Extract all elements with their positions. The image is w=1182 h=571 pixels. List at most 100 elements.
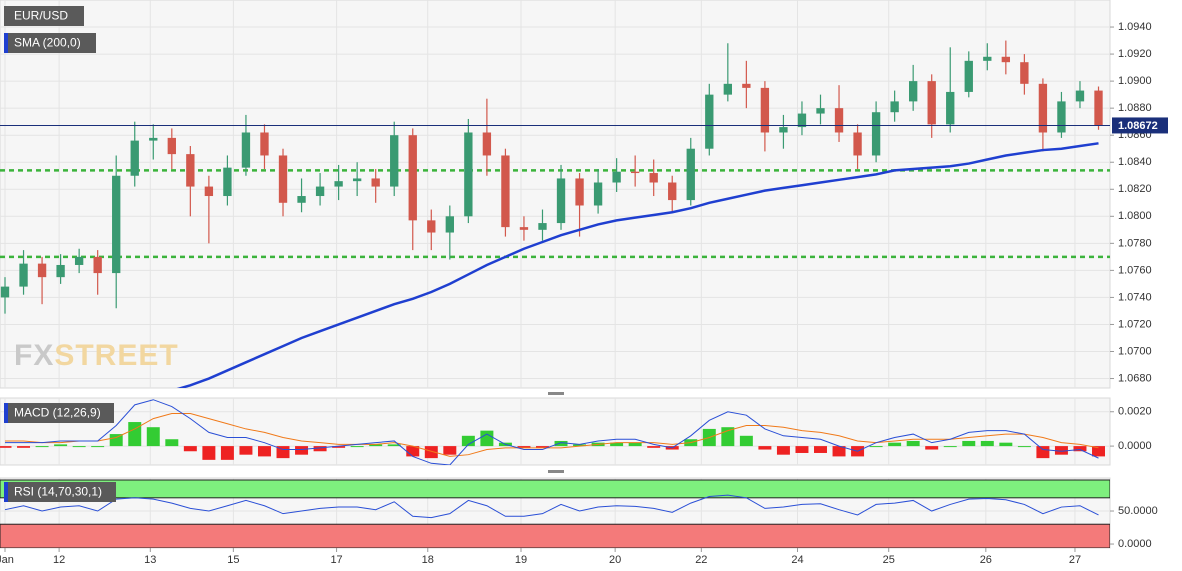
histogram-bar <box>202 446 216 460</box>
histogram-bar <box>536 446 549 448</box>
x-tick-label: 22 <box>695 554 707 566</box>
x-tick-label: 12 <box>53 554 65 566</box>
x-tick-label: 19 <box>515 554 527 566</box>
x-tick-label: 26 <box>980 554 992 566</box>
legend-swatch <box>4 482 8 502</box>
candle-body <box>853 132 862 156</box>
candle-body <box>927 81 936 125</box>
candle-body <box>37 263 47 278</box>
candle-body <box>742 83 751 88</box>
histogram-bar <box>758 446 772 450</box>
histogram-bar <box>962 440 976 447</box>
signal-line <box>5 412 1099 457</box>
candle-body <box>1057 101 1066 133</box>
panel-divider-handle[interactable] <box>548 392 564 395</box>
candle-body <box>871 112 881 156</box>
histogram-bar <box>350 446 364 448</box>
histogram-bar <box>443 446 457 455</box>
candle-body <box>315 186 325 197</box>
candle-body <box>149 137 158 141</box>
legend-box <box>4 482 116 502</box>
legend-price: EUR/USD SMA (200,0) MACD (12,26,9) RSI (… <box>4 6 116 502</box>
histogram-bar <box>257 446 271 457</box>
candle-body <box>501 155 510 228</box>
last-price-box <box>1112 117 1168 134</box>
candle-body <box>130 140 139 176</box>
watermark: FXSTREET <box>14 339 179 372</box>
histogram-bar <box>332 446 346 448</box>
histogram-bar <box>1054 446 1068 455</box>
y-tick-label: 1.0900 <box>1118 75 1152 87</box>
histogram-bar <box>647 446 661 448</box>
rsi-line <box>4 494 1099 519</box>
candle-body <box>816 108 825 114</box>
candle-body <box>964 60 973 92</box>
x-tick-label: 17 <box>330 554 342 566</box>
candle-body <box>445 216 454 233</box>
histogram-bar <box>814 446 827 453</box>
candle-body <box>93 256 102 274</box>
histogram-bar <box>1036 446 1050 459</box>
histogram-bar <box>980 440 994 447</box>
watermark-suffix: STREET <box>54 339 178 372</box>
candle-body <box>74 256 84 265</box>
histogram-bar <box>999 442 1013 447</box>
candle-body <box>167 137 176 155</box>
histogram-bar <box>795 446 809 453</box>
candle-body <box>464 132 473 217</box>
candle-body <box>260 132 269 156</box>
y-tick-label: 1.0940 <box>1118 21 1152 33</box>
candle-body <box>297 196 306 203</box>
histogram-bar <box>313 446 327 452</box>
x-tick-label: 15 <box>227 554 239 566</box>
candle-body <box>983 56 992 61</box>
histogram-bar <box>888 442 902 447</box>
histogram-bar <box>146 427 160 447</box>
panel-plot <box>0 0 1110 388</box>
histogram-bar <box>925 446 939 450</box>
candle-body <box>1001 56 1011 63</box>
histogram-bar <box>109 434 123 447</box>
candle-body <box>890 101 899 113</box>
x-tick-label: 27 <box>1069 554 1081 566</box>
histogram-bar <box>424 446 438 459</box>
histogram-bar <box>369 444 383 447</box>
candle-body <box>779 127 788 133</box>
histogram-bar <box>739 435 753 447</box>
histogram-bar <box>295 446 309 455</box>
candle-body <box>760 87 770 133</box>
legend-sma: SMA (200,0) <box>14 36 81 50</box>
y-tick-label: 1.0920 <box>1118 48 1152 60</box>
y-tick-label: 1.0800 <box>1118 210 1152 222</box>
histogram-bar <box>610 442 624 447</box>
y-tick-label: 1.0680 <box>1118 372 1152 384</box>
histogram-bar <box>1017 446 1031 448</box>
macd-line <box>5 399 1099 465</box>
macd-panel <box>0 397 1111 466</box>
panel-divider-handle[interactable] <box>548 470 564 473</box>
legend-symbol: EUR/USD <box>14 9 68 23</box>
histogram-bar <box>1073 446 1087 452</box>
candle-body <box>56 264 65 278</box>
histogram-bar <box>832 446 846 457</box>
candle-body <box>352 178 362 182</box>
candle-body <box>1038 83 1048 133</box>
y-tick-label: 1.0720 <box>1118 318 1152 330</box>
sma-line <box>176 142 1099 388</box>
candle-body <box>668 182 677 201</box>
y-tick-label: 1.0760 <box>1118 264 1152 276</box>
histogram-bar <box>54 444 68 447</box>
histogram-bar <box>91 446 105 448</box>
histogram-bar <box>0 446 12 448</box>
candle-body <box>408 135 417 221</box>
x-tick-label: 25 <box>883 554 895 566</box>
oversold-zone <box>0 523 1110 548</box>
y-tick-label: 50.0000 <box>1118 505 1158 517</box>
y-tick-label: 1.0700 <box>1118 345 1152 357</box>
histogram-bar <box>17 446 31 448</box>
y-tick-label: 1.0840 <box>1118 156 1152 168</box>
candle-body <box>649 173 658 183</box>
legend-rsi: RSI (14,70,30,1) <box>14 485 102 499</box>
